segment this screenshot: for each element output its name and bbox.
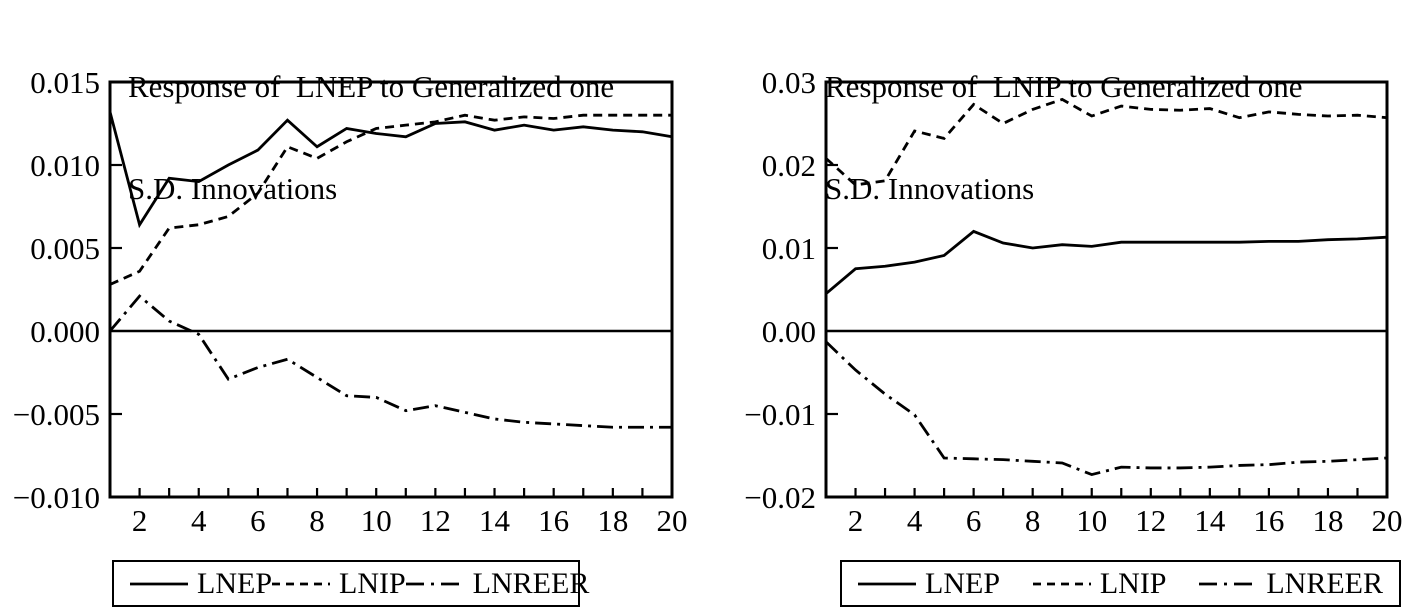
legend-item-lnreer: LNREER — [405, 566, 590, 600]
x-axis-label: 18 — [1312, 503, 1343, 538]
legend-line-dashed-icon — [272, 582, 330, 585]
left-chart-title: Response of LNEP to Generalized one S.D.… — [128, 2, 688, 274]
legend-line-dashed-icon — [1032, 582, 1091, 585]
series-lnip-line — [825, 97, 1388, 187]
x-axis-label: 14 — [479, 503, 511, 538]
x-axis-label: 16 — [1253, 503, 1284, 538]
response-of-lnep-panel: 0.015 0.010 0.005 0.000 −0.005 −0.010 2 4 6 8 10 12… — [13, 65, 688, 538]
series-lnep-line — [825, 229, 1388, 295]
x-axis-label: 16 — [538, 503, 569, 538]
legend-item-lnep: LNEP — [858, 566, 1000, 600]
legend-item-lnip: LNIP — [272, 566, 406, 600]
x-axis-label: 14 — [1194, 503, 1226, 538]
x-axis-label: 8 — [309, 503, 325, 538]
series-lnreer-line — [825, 340, 1388, 477]
x-axis-label: 10 — [1076, 503, 1107, 538]
x-axis-label: 6 — [966, 503, 982, 538]
y-axis-label: −0.01 — [744, 397, 816, 432]
y-axis-label: −0.010 — [13, 480, 100, 515]
plot-frame — [824, 80, 1389, 499]
legend-line-solid-icon — [858, 582, 916, 585]
y-axis-label: 0.01 — [762, 231, 816, 266]
y-axis-label: 0.03 — [762, 65, 816, 100]
response-of-lnip-panel: 0.03 0.02 0.01 0.00 −0.01 −0.02 2 4 6 8 10 12 14 16 18… — [744, 65, 1402, 538]
y-axis-label: 0.000 — [30, 314, 100, 349]
x-axis-label: 10 — [361, 503, 392, 538]
right-chart-legend: LNEP LNIP LNREER — [840, 560, 1401, 607]
legend-line-solid-icon — [130, 582, 188, 585]
legend-label-lnreer: LNREER — [1266, 566, 1383, 600]
x-axis-label: 12 — [420, 503, 451, 538]
x-axis-label: 2 — [848, 503, 864, 538]
legend-label-lnep: LNEP — [925, 566, 1000, 600]
y-axis-label: 0.015 — [30, 65, 100, 100]
left-chart-title-line1: Response of LNEP to Generalized one — [128, 69, 615, 104]
y-axis-label: 0.005 — [30, 231, 100, 266]
left-chart-legend: LNEP LNIP LNREER — [112, 560, 589, 607]
x-axis-label: 18 — [597, 503, 628, 538]
series-lnep-line — [108, 111, 673, 229]
charts-plot-area: 0.015 0.010 0.005 0.000 −0.005 −0.010 2 4 6 8 10 12… — [13, 65, 1403, 538]
series-lnreer-line — [108, 294, 672, 429]
plot-frame — [108, 80, 674, 499]
series-lnip-line — [109, 113, 672, 286]
y-axis-label: 0.02 — [762, 148, 816, 183]
right-chart-title-line1: Response of LNIP to Generalized one — [825, 69, 1303, 104]
x-axis-label: 4 — [191, 503, 207, 538]
y-axis-label: −0.005 — [13, 397, 100, 432]
x-axis-label: 6 — [250, 503, 266, 538]
left-chart-title-line2: S.D. Innovations — [128, 171, 338, 206]
x-axis-label: 20 — [657, 503, 688, 538]
legend-item-lnip: LNIP — [1032, 566, 1167, 600]
x-axis-label: 12 — [1135, 503, 1166, 538]
legend-line-dashdot-icon — [1199, 582, 1258, 585]
right-chart-title-line2: S.D. Innovations — [825, 171, 1035, 206]
legend-item-lnreer: LNREER — [1199, 566, 1383, 600]
x-axis-label: 2 — [132, 503, 148, 538]
x-axis-label: 8 — [1025, 503, 1041, 538]
legend-item-lnep: LNEP — [130, 566, 272, 600]
y-axis-label: 0.00 — [762, 314, 816, 349]
legend-label-lnip: LNIP — [339, 566, 406, 600]
legend-label-lnreer: LNREER — [472, 566, 590, 600]
right-chart-title: Response of LNIP to Generalized one S.D.… — [825, 2, 1395, 274]
y-axis-label: 0.010 — [30, 148, 100, 183]
y-axis-label: −0.02 — [744, 480, 816, 515]
x-axis-label: 4 — [907, 503, 923, 538]
legend-label-lnep: LNEP — [197, 566, 272, 600]
legend-label-lnip: LNIP — [1099, 566, 1167, 600]
legend-line-dashdot-icon — [405, 582, 464, 585]
x-axis-label: 20 — [1372, 503, 1403, 538]
